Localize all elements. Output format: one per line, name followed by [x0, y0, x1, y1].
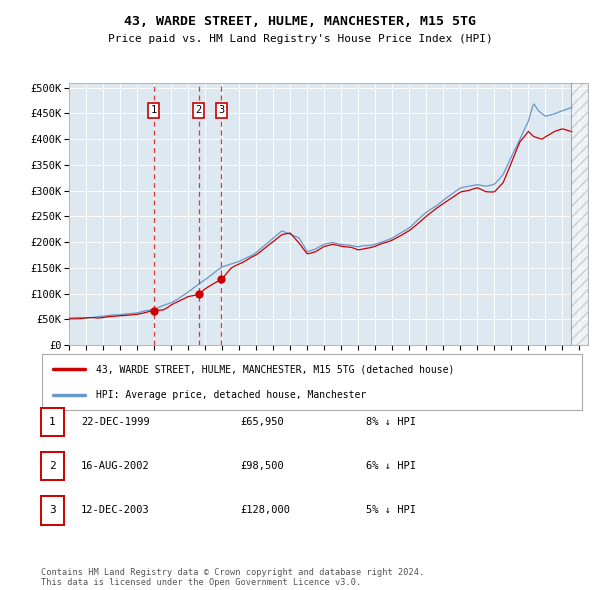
- Text: 2: 2: [196, 105, 202, 115]
- Text: 43, WARDE STREET, HULME, MANCHESTER, M15 5TG: 43, WARDE STREET, HULME, MANCHESTER, M15…: [124, 15, 476, 28]
- Text: 8% ↓ HPI: 8% ↓ HPI: [366, 417, 416, 427]
- Text: 43, WARDE STREET, HULME, MANCHESTER, M15 5TG (detached house): 43, WARDE STREET, HULME, MANCHESTER, M15…: [96, 364, 454, 374]
- Text: £98,500: £98,500: [240, 461, 284, 471]
- Text: 22-DEC-1999: 22-DEC-1999: [81, 417, 150, 427]
- Text: HPI: Average price, detached house, Manchester: HPI: Average price, detached house, Manc…: [96, 390, 366, 400]
- Text: 6% ↓ HPI: 6% ↓ HPI: [366, 461, 416, 471]
- Text: 12-DEC-2003: 12-DEC-2003: [81, 506, 150, 515]
- Text: Contains HM Land Registry data © Crown copyright and database right 2024.
This d: Contains HM Land Registry data © Crown c…: [41, 568, 424, 587]
- Text: 16-AUG-2002: 16-AUG-2002: [81, 461, 150, 471]
- Text: £128,000: £128,000: [240, 506, 290, 515]
- Text: 1: 1: [49, 417, 56, 427]
- Text: Price paid vs. HM Land Registry's House Price Index (HPI): Price paid vs. HM Land Registry's House …: [107, 34, 493, 44]
- Text: 1: 1: [151, 105, 157, 115]
- Text: £65,950: £65,950: [240, 417, 284, 427]
- Text: 3: 3: [49, 506, 56, 515]
- Text: 3: 3: [218, 105, 224, 115]
- Text: 2: 2: [49, 461, 56, 471]
- Text: 5% ↓ HPI: 5% ↓ HPI: [366, 506, 416, 515]
